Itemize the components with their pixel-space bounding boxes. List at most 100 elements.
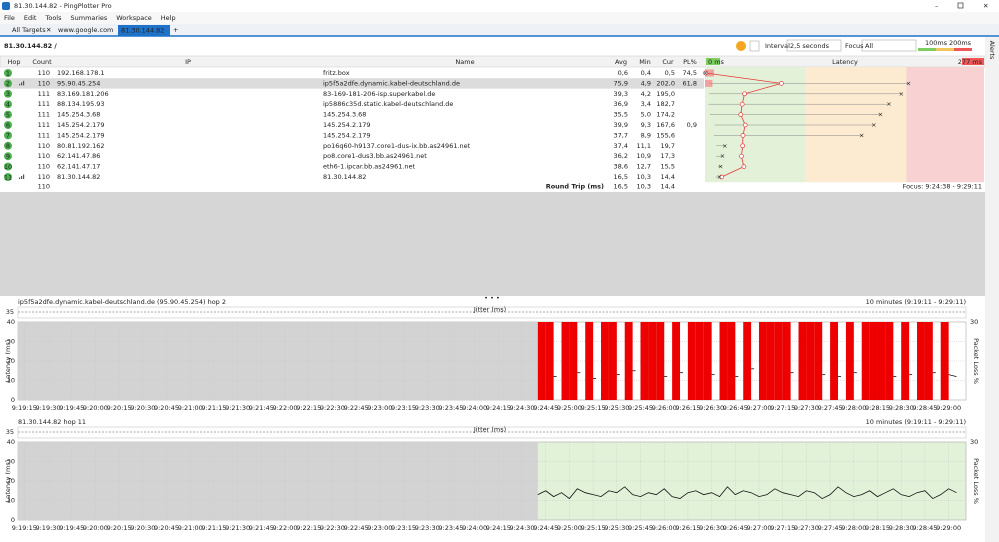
latency-max: 277 ms xyxy=(958,58,983,66)
menu-item[interactable]: File xyxy=(4,14,15,22)
x-tick-label: 9:27:15 xyxy=(770,524,795,532)
packet-loss xyxy=(656,322,665,400)
cur-marker: × xyxy=(717,173,722,181)
avg-marker xyxy=(742,91,747,97)
min: 4,2 xyxy=(641,90,651,98)
packet-loss xyxy=(830,322,839,400)
interval-select[interactable] xyxy=(786,39,842,52)
packet-loss xyxy=(624,322,633,400)
target-label: 81.30.144.82 / xyxy=(4,42,57,50)
menu-item[interactable]: Edit xyxy=(24,14,37,22)
packet-loss-bar xyxy=(705,79,713,87)
hop-badge xyxy=(4,141,12,150)
x-tick-label: 9:24:30 xyxy=(509,524,534,532)
splitter[interactable]: • • • xyxy=(484,294,500,302)
x-tick-label: 9:19:15 xyxy=(12,524,37,532)
column-header[interactable]: Name xyxy=(455,58,474,66)
avg: 38,6 xyxy=(614,163,628,171)
legend-yellow xyxy=(936,48,954,51)
x-tick-label: 9:27:45 xyxy=(818,524,843,532)
column-header[interactable]: Hop xyxy=(8,58,21,66)
ip: 145.254.2.179 xyxy=(57,131,105,139)
close[interactable]: ✕ xyxy=(983,2,988,10)
x-tick-label: 9:26:45 xyxy=(723,524,748,532)
x-tick-label: 9:23:30 xyxy=(415,524,440,532)
column-header[interactable]: Avg xyxy=(615,58,627,66)
cur: 174,2 xyxy=(656,111,675,119)
packet-loss xyxy=(537,322,546,400)
hop: 6 xyxy=(6,121,10,129)
ip: 62.141.47.17 xyxy=(57,163,100,171)
jitter-strip xyxy=(17,306,967,319)
x-tick-label: 9:20:00 xyxy=(83,404,108,412)
new-tab[interactable]: + xyxy=(173,26,178,34)
avg: 0,6 xyxy=(618,69,628,77)
y-tick-label: 0 xyxy=(11,516,15,524)
jitter-label: Jitter (ms) xyxy=(473,306,506,314)
graph-icon[interactable] xyxy=(19,177,21,180)
x-tick-label: 9:20:15 xyxy=(107,524,132,532)
column-header[interactable]: Min xyxy=(639,58,651,66)
y-tick-label: 20 xyxy=(7,357,15,365)
column-header[interactable]: Cur xyxy=(662,58,674,66)
jitter-scale: 35 xyxy=(6,428,14,436)
menu-item[interactable]: Summaries xyxy=(71,14,108,22)
y2-tick-label: 30 xyxy=(970,318,978,326)
x-tick-label: 9:22:00 xyxy=(272,524,297,532)
hop-badge xyxy=(4,152,12,161)
focus-value[interactable]: All xyxy=(865,42,873,50)
alert-button[interactable] xyxy=(736,41,746,51)
minimize[interactable]: – xyxy=(935,2,938,10)
packet-loss-bar xyxy=(705,69,714,77)
menu-item[interactable]: Help xyxy=(161,14,176,22)
hop-badge xyxy=(4,173,12,181)
graph-icon[interactable] xyxy=(19,83,21,86)
x-tick-label: 9:27:30 xyxy=(794,524,819,532)
latency-title: Latency xyxy=(832,58,858,66)
x-tick-label: 9:26:00 xyxy=(652,404,677,412)
avg-marker xyxy=(740,143,746,149)
column-header[interactable]: PL% xyxy=(683,58,697,66)
hop: 11 xyxy=(4,173,12,181)
x-tick-label: 9:24:00 xyxy=(462,404,487,412)
packet-loss xyxy=(798,322,807,400)
graph-icon[interactable] xyxy=(21,176,23,179)
count: 111 xyxy=(38,111,50,119)
x-tick-label: 9:22:15 xyxy=(296,524,321,532)
focus-select[interactable] xyxy=(861,39,917,52)
avg: 35,5 xyxy=(614,111,628,119)
empty-area xyxy=(0,192,985,296)
chart-range: 10 minutes (9:19:11 - 9:29:11) xyxy=(866,418,966,426)
graph-icon[interactable] xyxy=(21,82,23,86)
menu-item[interactable]: Tools xyxy=(44,14,62,22)
hop-badge xyxy=(4,89,12,98)
graph-icon[interactable] xyxy=(23,174,25,180)
min: 10,3 xyxy=(637,173,651,181)
x-tick-label: 9:21:30 xyxy=(225,404,250,412)
column-header[interactable]: Count xyxy=(32,58,52,66)
tab-close[interactable]: ✕ xyxy=(46,26,51,34)
x-tick-label: 9:23:45 xyxy=(438,524,463,532)
menu-bar xyxy=(0,12,999,24)
maximize[interactable] xyxy=(957,2,964,9)
tab[interactable]: www.google.com xyxy=(58,26,113,34)
count: 111 xyxy=(38,90,50,98)
packet-loss xyxy=(774,322,783,400)
alert-dropdown[interactable] xyxy=(749,40,760,52)
column-header[interactable]: IP xyxy=(185,58,191,66)
name: eth6-1.ipcar.bb.as24961.net xyxy=(323,163,416,171)
tab[interactable]: All Targets xyxy=(12,26,46,34)
ip: 145.254.2.179 xyxy=(57,121,105,129)
graph-icon[interactable] xyxy=(23,80,25,86)
name: 145.254.2.179 xyxy=(323,121,371,129)
window-title: 81.30.144.82 - PingPlotter Pro xyxy=(14,2,112,10)
x-tick-label: 9:29:00 xyxy=(936,404,961,412)
x-tick-label: 9:20:15 xyxy=(107,404,132,412)
menu-item[interactable]: Workspace xyxy=(116,14,152,22)
tab[interactable]: 81.30.144.82 xyxy=(121,27,164,35)
x-tick-label: 9:22:30 xyxy=(320,524,345,532)
name: 81.30.144.82 xyxy=(323,173,366,181)
packet-loss xyxy=(782,322,791,400)
interval-value[interactable]: 2,5 seconds xyxy=(790,42,830,50)
ip: 83.169.181.206 xyxy=(57,90,109,98)
